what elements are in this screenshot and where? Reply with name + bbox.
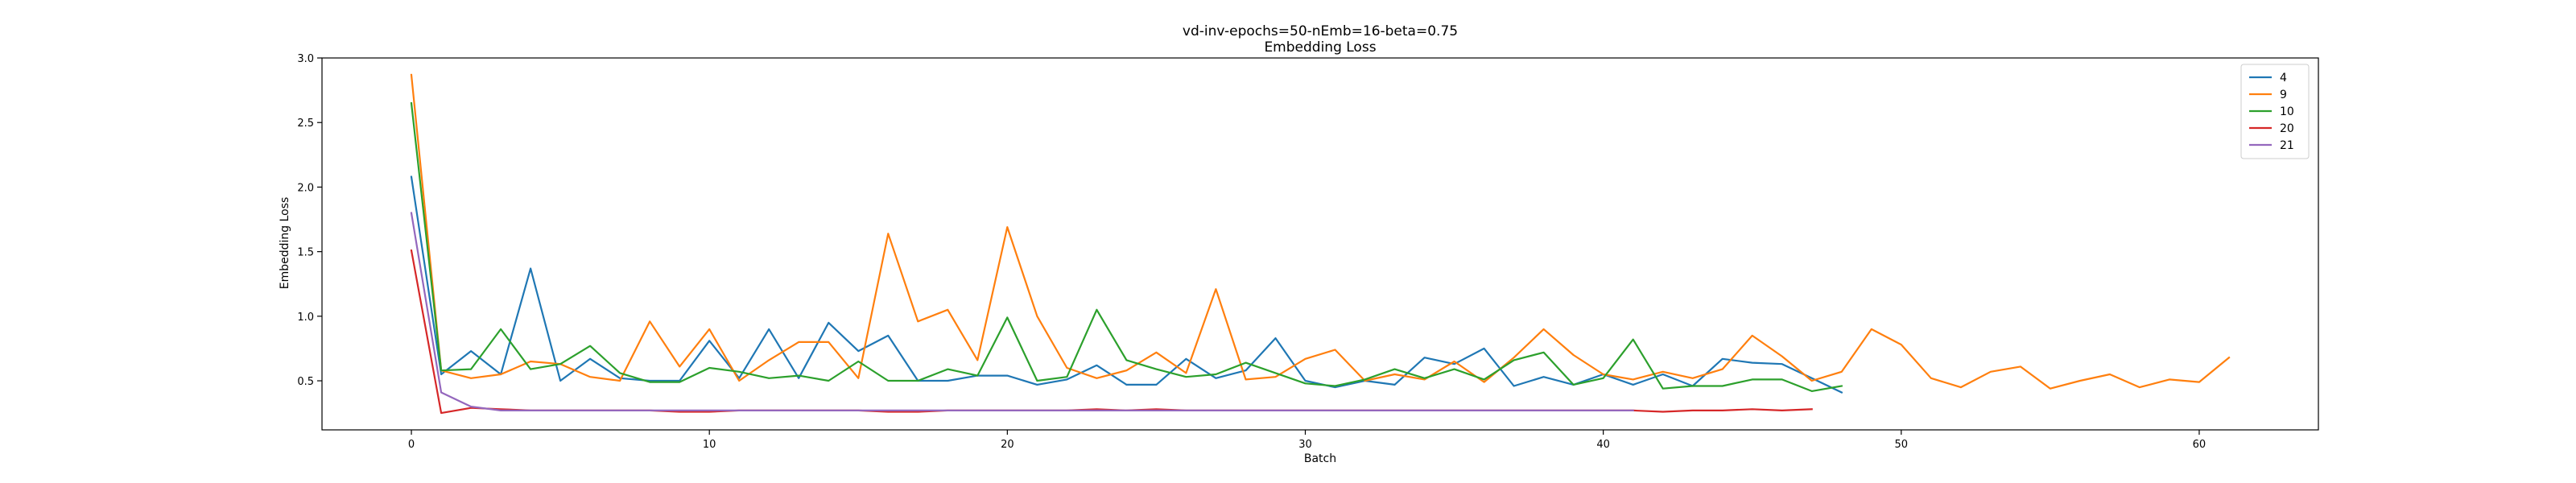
- y-tick-label-0.5: 0.5: [297, 376, 314, 388]
- series-line-21: [410, 212, 1634, 411]
- legend-box: [2240, 64, 2310, 159]
- chart-title: vd-inv-epochs=50-nEmb=16-beta=0.75: [1183, 23, 1458, 39]
- x-tick-label-40: 40: [1596, 439, 1610, 451]
- series-line-10: [410, 101, 1843, 392]
- plot-frame: [321, 57, 2319, 431]
- y-axis-label: Embedding Loss: [279, 197, 291, 290]
- legend-label-20: 20: [2280, 122, 2294, 135]
- y-tick-label-3: 3.0: [297, 53, 314, 65]
- chart-subtitle: Embedding Loss: [1264, 39, 1376, 56]
- y-tick-label-1: 1.0: [297, 312, 314, 324]
- y-tick-label-2: 2.0: [297, 182, 314, 194]
- y-tick-label-1.5: 1.5: [297, 247, 314, 259]
- y-tick-label-2.5: 2.5: [297, 118, 314, 130]
- series-line-20: [410, 249, 1813, 415]
- x-tick-label-30: 30: [1298, 439, 1312, 451]
- plot-area: 0 10 20 30 40 50 60 0.5 1.0 1.5 2.0 2.5 3.0 4 9 10 20 21: [297, 53, 2319, 451]
- x-tick-label-60: 60: [2193, 439, 2207, 451]
- x-tick-label-20: 20: [1001, 439, 1014, 451]
- series-line-9: [410, 73, 2231, 390]
- legend-label-9: 9: [2280, 89, 2287, 101]
- x-axis-label: Batch: [1304, 452, 1336, 465]
- x-tick-label-50: 50: [1895, 439, 1909, 451]
- legend-label-4: 4: [2280, 72, 2287, 85]
- legend-label-21: 21: [2280, 139, 2294, 152]
- x-tick-label-0: 0: [408, 439, 415, 451]
- legend-label-10: 10: [2280, 105, 2294, 118]
- x-tick-label-10: 10: [703, 439, 716, 451]
